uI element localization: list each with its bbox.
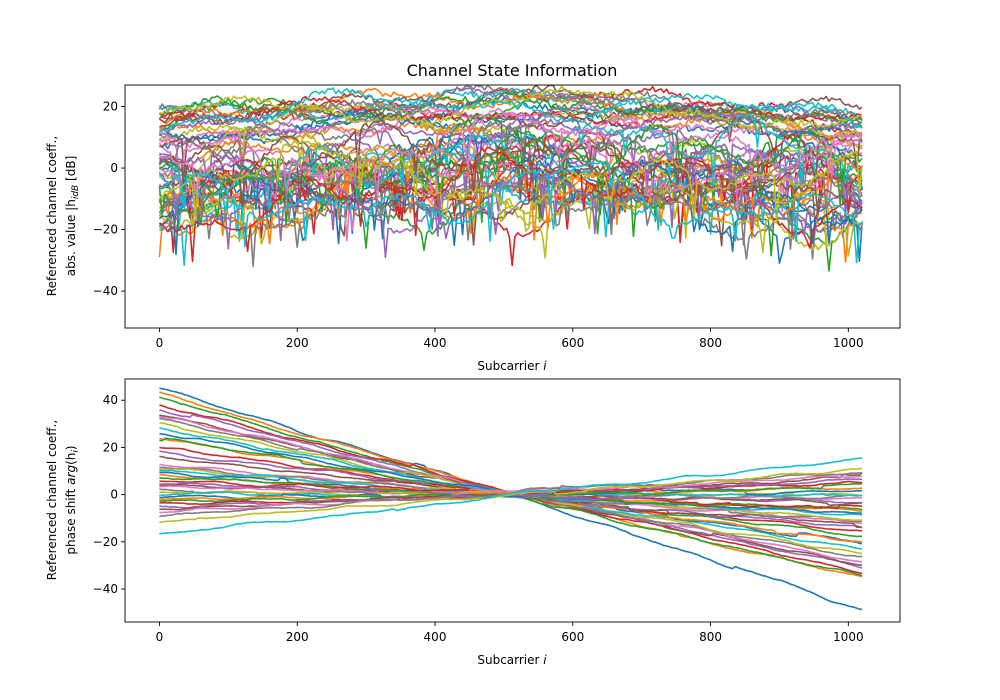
magnitude-series-line bbox=[158, 105, 863, 214]
phase-series-line bbox=[159, 422, 863, 555]
magnitude-y-label-line2: abs. value |hidB [dB] bbox=[64, 156, 81, 277]
phase-series-line bbox=[159, 457, 863, 535]
magnitude-axes: 0 200 400 600 800 1000 −40 −20 0 20 Subcarrier i… bbox=[45, 84, 901, 373]
phase-y-tick-label: 40 bbox=[103, 393, 118, 407]
magnitude-series-line bbox=[158, 145, 863, 245]
figure-title: Channel State Information bbox=[407, 61, 618, 80]
magnitude-x-tick-label: 600 bbox=[561, 336, 584, 350]
magnitude-series-line bbox=[159, 163, 863, 241]
magnitude-series-line bbox=[158, 161, 863, 264]
magnitude-y-tick-label: 0 bbox=[110, 161, 118, 175]
magnitude-series-line bbox=[159, 102, 863, 152]
magnitude-x-tick-label: 400 bbox=[424, 336, 447, 350]
phase-axes: 0 200 400 600 800 1000 −40 −20 0 20 40 Subcarrier… bbox=[45, 378, 901, 667]
magnitude-y-tick-label: 20 bbox=[103, 100, 118, 114]
magnitude-y-ticks: −40 −20 0 20 bbox=[93, 100, 125, 298]
phase-x-tick-label: 200 bbox=[286, 630, 309, 644]
magnitude-x-tick-label: 800 bbox=[699, 336, 722, 350]
phase-series-line bbox=[159, 475, 863, 514]
phase-y-tick-label: −20 bbox=[93, 535, 118, 549]
magnitude-series-line bbox=[158, 123, 863, 226]
phase-y-tick-label: 0 bbox=[110, 488, 118, 502]
magnitude-y-label-line1: Referenced channel coeff., bbox=[45, 136, 59, 296]
phase-x-tick-label: 400 bbox=[424, 630, 447, 644]
phase-series-line bbox=[159, 427, 863, 550]
phase-x-tick-label: 600 bbox=[561, 630, 584, 644]
magnitude-series-line bbox=[158, 107, 863, 217]
phase-x-tick-label: 1000 bbox=[833, 630, 864, 644]
magnitude-series-line bbox=[159, 85, 863, 130]
magnitude-x-ticks: 0 200 400 600 800 1000 bbox=[156, 328, 864, 350]
magnitude-x-label: Subcarrier i bbox=[477, 359, 547, 373]
magnitude-series-group bbox=[158, 85, 863, 272]
phase-x-tick-label: 800 bbox=[699, 630, 722, 644]
magnitude-series-line bbox=[159, 146, 863, 263]
phase-x-label: Subcarrier i bbox=[477, 653, 547, 667]
magnitude-x-tick-label: 0 bbox=[156, 336, 164, 350]
phase-y-ticks: −40 −20 0 20 40 bbox=[93, 393, 125, 596]
phase-y-label-line1: Referenced channel coeff., bbox=[45, 420, 59, 580]
magnitude-series-line bbox=[159, 99, 863, 150]
magnitude-series-line bbox=[158, 140, 863, 232]
magnitude-x-tick-label: 1000 bbox=[833, 336, 864, 350]
phase-y-tick-label: −40 bbox=[93, 582, 118, 596]
phase-plot-frame bbox=[124, 378, 901, 623]
phase-x-tick-label: 0 bbox=[156, 630, 164, 644]
magnitude-plot-frame bbox=[124, 84, 901, 329]
magnitude-y-tick-label: −40 bbox=[93, 284, 118, 298]
phase-series-group bbox=[159, 387, 863, 611]
phase-series-line bbox=[159, 467, 863, 524]
phase-y-tick-label: 20 bbox=[103, 440, 118, 454]
magnitude-y-tick-label: −20 bbox=[93, 223, 118, 237]
phase-y-label-line2: phase shift arg(hi) bbox=[64, 445, 81, 554]
magnitude-series-line bbox=[158, 87, 863, 133]
magnitude-series-line bbox=[158, 167, 863, 268]
magnitude-x-tick-label: 200 bbox=[286, 336, 309, 350]
phase-x-ticks: 0 200 400 600 800 1000 bbox=[156, 622, 864, 644]
